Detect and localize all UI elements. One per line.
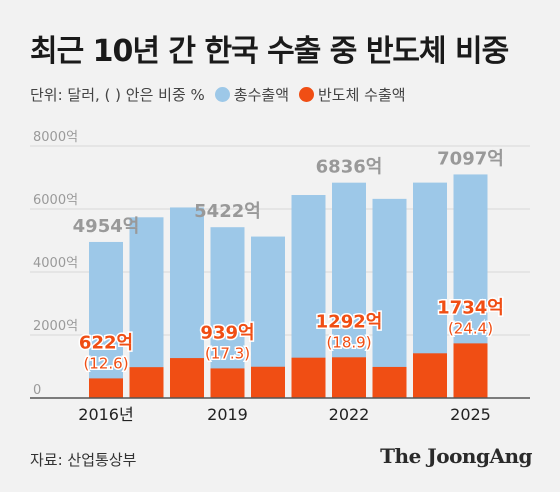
semiconductor-share-label: (24.4)	[448, 319, 493, 337]
semiconductor-export-bar	[89, 378, 123, 398]
y-tick-label: 0	[33, 383, 41, 398]
y-tick-label: 8000억	[33, 130, 78, 145]
y-tick-label: 4000억	[33, 256, 78, 271]
semiconductor-value-label: 1734억	[437, 297, 504, 318]
semiconductor-export-bar	[413, 353, 447, 398]
semiconductor-export-bar	[251, 366, 285, 398]
semiconductor-export-bar	[170, 358, 204, 398]
semiconductor-export-bar	[129, 367, 164, 398]
x-tick-label: 2025	[450, 405, 491, 424]
semiconductor-share-label: (18.9)	[326, 333, 371, 351]
source-note: 자료: 산업통상부	[30, 451, 137, 469]
legend-label-semiconductor: 반도체 수출액	[318, 86, 406, 104]
y-tick-label: 6000억	[33, 193, 78, 208]
brand-logo: The JoongAng	[380, 444, 532, 468]
total-value-label: 6836억	[316, 157, 383, 178]
total-value-label: 7097억	[437, 148, 504, 169]
total-value-label: 5422억	[194, 201, 261, 222]
semiconductor-export-bar	[210, 368, 245, 398]
semiconductor-share-label: (12.6)	[83, 354, 128, 372]
semiconductor-value-label: 1292억	[316, 311, 383, 332]
semiconductor-export-bar	[372, 366, 407, 398]
semiconductor-export-bar	[453, 343, 488, 398]
semiconductor-export-bar	[332, 357, 366, 398]
semiconductor-value-label: 939억	[200, 322, 254, 343]
total-export-bar	[372, 198, 407, 398]
legend-label-total: 총수출액	[233, 86, 289, 104]
semiconductor-export-bar	[291, 357, 326, 398]
y-tick-label: 2000억	[33, 319, 78, 334]
total-value-label: 4954억	[73, 216, 140, 237]
chart-title: 최근 10년 간 한국 수출 중 반도체 비중	[30, 34, 509, 69]
x-tick-label: 2016년	[78, 405, 133, 424]
legend: 단위: 달러, ( ) 안은 비중 % 총수출액 반도체 수출액	[30, 84, 406, 105]
unit-note: 단위: 달러, ( ) 안은 비중 %	[30, 86, 205, 104]
legend-dot-semiconductor	[299, 87, 314, 102]
x-tick-label: 2019	[207, 405, 248, 424]
total-export-bar	[89, 241, 123, 398]
semiconductor-value-label: 622억	[79, 332, 133, 353]
semiconductor-share-label: (17.3)	[205, 344, 250, 362]
legend-dot-total	[214, 87, 230, 102]
x-tick-label: 2022	[329, 405, 370, 424]
